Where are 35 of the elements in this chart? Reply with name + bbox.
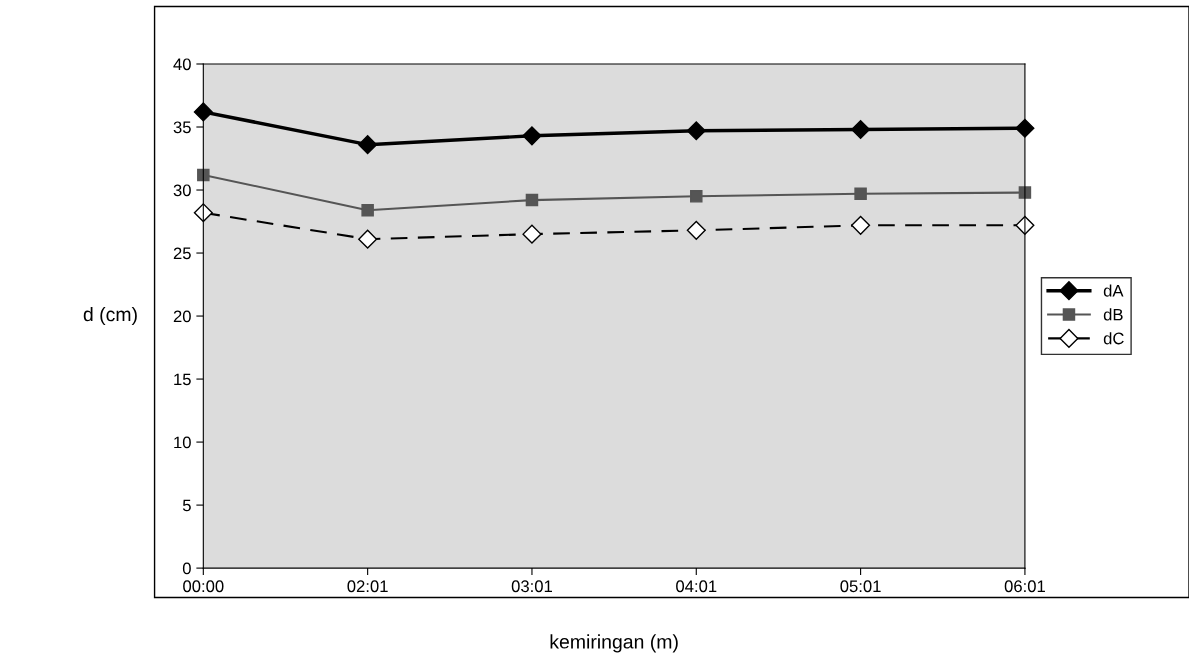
point xyxy=(851,215,871,235)
y-tick-label: 5 xyxy=(182,499,191,512)
y-tick-label: 30 xyxy=(173,184,191,197)
x-axis-title: kemiringan (m) xyxy=(550,634,678,653)
legend-label: dB xyxy=(1103,308,1123,321)
point xyxy=(193,203,213,223)
x-tick-label: 04:01 xyxy=(676,580,717,593)
point xyxy=(361,203,374,217)
x-tick-label: 02:01 xyxy=(347,580,388,593)
point xyxy=(686,121,706,141)
y-tick-label: 20 xyxy=(173,310,191,323)
point xyxy=(358,229,378,249)
x-tick-label: 00:00 xyxy=(183,580,224,593)
point xyxy=(197,168,210,182)
point xyxy=(690,190,703,203)
y-tick-label: 0 xyxy=(182,562,191,575)
point xyxy=(522,126,542,146)
x-tick-label: 03:01 xyxy=(511,580,552,593)
point xyxy=(358,135,378,155)
point xyxy=(522,224,542,244)
point xyxy=(851,119,871,140)
y-axis-title: d (cm) xyxy=(83,306,137,326)
y-tick-label: 35 xyxy=(173,121,191,134)
x-tick-label: 05:01 xyxy=(840,580,881,593)
y-tick-label: 15 xyxy=(174,373,191,386)
point xyxy=(525,193,539,207)
legend-label: dC xyxy=(1103,332,1124,345)
point xyxy=(686,220,706,240)
y-tick-label: 10 xyxy=(174,436,191,449)
legend-label: dA xyxy=(1103,284,1124,297)
y-tick-label: 25 xyxy=(173,247,191,260)
point xyxy=(193,102,213,122)
point xyxy=(854,187,867,201)
y-tick-label: 40 xyxy=(173,58,191,71)
x-tick-label: 06:01 xyxy=(1004,580,1045,593)
